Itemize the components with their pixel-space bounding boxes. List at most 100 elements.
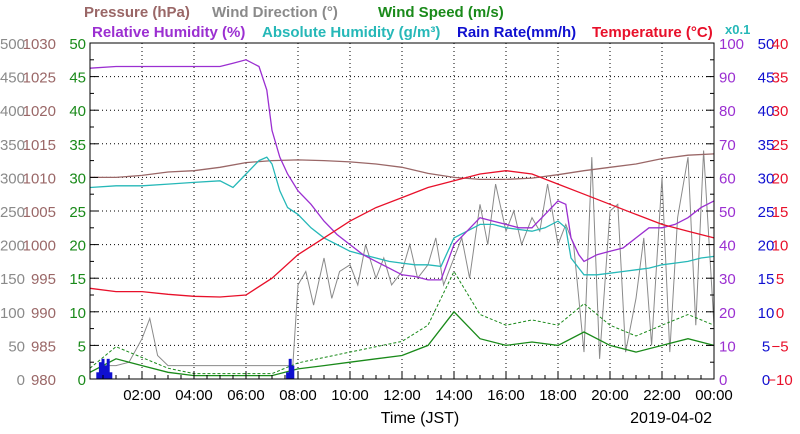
legend-wind-direction: Wind Direction (°) xyxy=(212,4,338,21)
rain-rate-bar xyxy=(101,358,105,379)
y-tick-label: 0 xyxy=(719,372,727,389)
y-tick-label: 50 xyxy=(719,204,736,221)
y-tick-label: 40 xyxy=(719,238,736,255)
x-axis-label: Time (JST) xyxy=(381,410,460,427)
y-tick-label: 50 xyxy=(69,36,86,53)
y-tick-label: 250 xyxy=(0,204,25,221)
y-tick-label: 15 xyxy=(758,271,775,288)
x-tick-label: 14:00 xyxy=(435,387,473,404)
y-tick-label: 15 xyxy=(69,271,86,288)
x-tick-label: 12:00 xyxy=(383,387,421,404)
y-tick-label: 25 xyxy=(758,204,775,221)
y-tick-label: 0 xyxy=(762,372,770,389)
rain-rate-bar xyxy=(96,372,100,379)
y-tick-label: 985 xyxy=(31,338,56,355)
grid xyxy=(90,43,714,379)
x-tick-label: 18:00 xyxy=(539,387,577,404)
rain-rate-bar xyxy=(288,358,292,379)
y-tick-label: 35 xyxy=(758,137,775,154)
rain-rate-bar xyxy=(98,362,102,379)
y-tick-label: 5 xyxy=(78,338,86,355)
series-line-pressure-hpa xyxy=(90,153,715,181)
y-tick-label: −10 xyxy=(767,372,792,389)
legend-wind-speed: Wind Speed (m/s) xyxy=(378,4,504,21)
y-tick-label: 80 xyxy=(719,103,736,120)
y-tick-label: 0 xyxy=(17,372,25,389)
series-layer xyxy=(89,59,715,379)
y-axes: 9809859909951000100510101015102010251030… xyxy=(0,36,793,389)
y-tick-label: 40 xyxy=(772,36,789,53)
x-tick-label: 06:00 xyxy=(227,387,265,404)
series-line-absolute-humidity-g-m xyxy=(89,156,715,276)
y-tick-label: 980 xyxy=(31,372,56,389)
x-tick-label: 20:00 xyxy=(591,387,629,404)
x-tick-label: 10:00 xyxy=(331,387,369,404)
series-line-wind-direction xyxy=(89,150,715,373)
y-tick-label: 10 xyxy=(758,305,775,322)
x-axis: 02:00 04:00 06:00 08:00 10:00 12:00 14:00 16:00… xyxy=(89,371,733,404)
legend-absolute-humidity: Absolute Humidity (g/m³) xyxy=(262,24,440,41)
y-tick-label: 25 xyxy=(69,204,86,221)
y-tick-label: 30 xyxy=(772,103,789,120)
y-tick-label: 1000 xyxy=(23,238,56,255)
rain-rate-bar xyxy=(291,365,295,379)
y-tick-label: 1005 xyxy=(23,204,56,221)
y-tick-label: 40 xyxy=(69,103,86,120)
y-tick-label: 450 xyxy=(0,70,25,87)
x-tick-label: 00:00 xyxy=(695,387,733,404)
rain-rate-bar xyxy=(106,358,110,379)
x-tick-label: 08:00 xyxy=(279,387,317,404)
date-label: 2019-04-02 xyxy=(630,410,712,427)
y-tick-label: 100 xyxy=(719,36,744,53)
y-tick-label: 10 xyxy=(69,305,86,322)
y-tick-label: 20 xyxy=(758,238,775,255)
y-tick-label: −5 xyxy=(771,338,788,355)
y-tick-label: 90 xyxy=(719,70,736,87)
x-tick-label: 22:00 xyxy=(643,387,681,404)
y-tick-label: 35 xyxy=(772,70,789,87)
x-tick-label: 02:00 xyxy=(123,387,161,404)
series-line-relative-humidity xyxy=(89,59,715,281)
y-tick-label: 50 xyxy=(758,36,775,53)
y-tick-label: 100 xyxy=(0,305,25,322)
y-tick-label: 20 xyxy=(772,170,789,187)
y-tick-label: 200 xyxy=(0,238,25,255)
y-tick-label: 995 xyxy=(31,271,56,288)
y-tick-label: 35 xyxy=(69,137,86,154)
legend-rain-rate: Rain Rate(mm/h) xyxy=(457,24,576,41)
y-tick-label: 1025 xyxy=(23,70,56,87)
legend-pressure: Pressure (hPa) xyxy=(84,4,190,21)
y-tick-label: 10 xyxy=(719,338,736,355)
y-tick-label: 0 xyxy=(78,372,86,389)
multiplier-note: x0.1 xyxy=(725,22,750,37)
y-tick-label: 70 xyxy=(719,137,736,154)
rain-rate-bar xyxy=(109,372,113,379)
y-tick-label: 0 xyxy=(776,305,784,322)
y-tick-label: 50 xyxy=(8,338,25,355)
y-tick-label: 400 xyxy=(0,103,25,120)
y-tick-label: 45 xyxy=(758,70,775,87)
y-tick-label: 30 xyxy=(758,170,775,187)
y-tick-label: 300 xyxy=(0,170,25,187)
y-tick-label: 350 xyxy=(0,137,25,154)
y-tick-label: 1010 xyxy=(23,170,56,187)
y-tick-label: 5 xyxy=(776,271,784,288)
rain-rate-bar xyxy=(286,372,290,379)
y-tick-label: 25 xyxy=(772,137,789,154)
y-tick-label: 10 xyxy=(772,238,789,255)
y-tick-label: 1030 xyxy=(23,36,56,53)
y-tick-label: 5 xyxy=(762,338,770,355)
y-tick-label: 1020 xyxy=(23,103,56,120)
y-tick-label: 40 xyxy=(758,103,775,120)
y-tick-label: 150 xyxy=(0,271,25,288)
x-tick-label: 04:00 xyxy=(175,387,213,404)
y-tick-label: 1015 xyxy=(23,137,56,154)
legend: Pressure (hPa) Wind Direction (°) Wind S… xyxy=(84,4,750,41)
y-tick-label: 990 xyxy=(31,305,56,322)
legend-relative-humidity: Relative Humidity (%) xyxy=(92,24,245,41)
y-tick-label: 20 xyxy=(69,238,86,255)
y-tick-label: 500 xyxy=(0,36,25,53)
legend-temperature: Temperature (°C) xyxy=(592,24,713,41)
y-tick-label: 20 xyxy=(719,305,736,322)
